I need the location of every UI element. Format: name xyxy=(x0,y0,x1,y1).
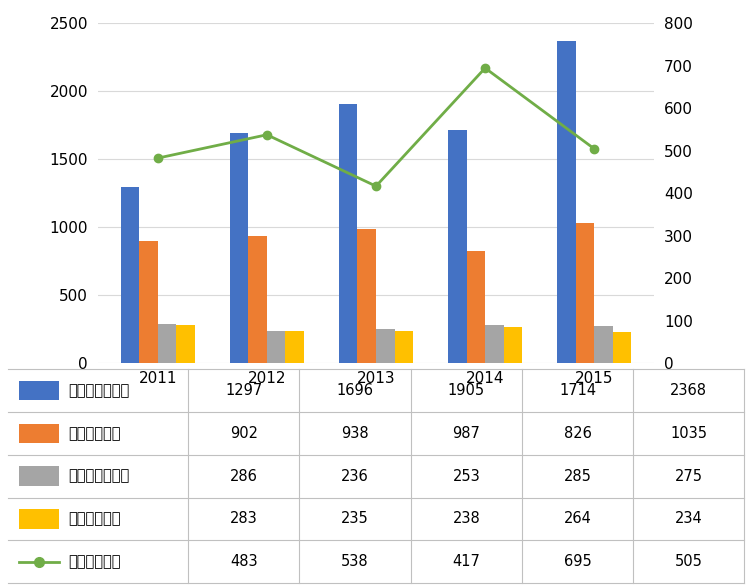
Text: 275: 275 xyxy=(675,469,703,483)
Bar xyxy=(267,331,286,363)
Bar xyxy=(19,381,59,400)
Text: 483: 483 xyxy=(230,554,257,569)
Text: 1297: 1297 xyxy=(225,383,262,398)
Text: 236: 236 xyxy=(341,469,369,483)
Text: 938: 938 xyxy=(341,426,368,441)
Text: 285: 285 xyxy=(563,469,592,483)
Bar xyxy=(485,325,504,363)
Text: 入院リハ単位数: 入院リハ単位数 xyxy=(68,383,129,398)
Bar xyxy=(357,229,376,363)
Bar xyxy=(466,251,485,363)
Text: 902: 902 xyxy=(229,426,258,441)
Bar xyxy=(176,325,195,363)
Bar xyxy=(557,42,576,363)
Bar xyxy=(339,104,357,363)
Text: 417: 417 xyxy=(453,554,481,569)
Text: 695: 695 xyxy=(564,554,591,569)
Text: 外来リハ単位数: 外来リハ単位数 xyxy=(68,469,129,483)
Bar xyxy=(248,236,267,363)
Bar xyxy=(120,187,139,363)
Bar xyxy=(376,329,395,363)
Text: 987: 987 xyxy=(453,426,481,441)
Bar xyxy=(576,223,594,363)
Bar xyxy=(230,133,248,363)
Text: 1714: 1714 xyxy=(559,383,596,398)
Text: 286: 286 xyxy=(230,469,258,483)
Bar xyxy=(158,325,176,363)
Text: 538: 538 xyxy=(341,554,368,569)
Text: 238: 238 xyxy=(453,512,481,526)
Bar xyxy=(19,466,59,486)
Text: 235: 235 xyxy=(341,512,369,526)
Bar xyxy=(139,241,158,363)
Bar xyxy=(395,331,413,363)
Text: 外来リハ件数: 外来リハ件数 xyxy=(68,512,120,526)
Text: 1035: 1035 xyxy=(670,426,708,441)
Text: 826: 826 xyxy=(563,426,592,441)
Bar xyxy=(448,130,466,363)
Text: 訪問リハ件数: 訪問リハ件数 xyxy=(68,554,120,569)
Text: 入院リハ件数: 入院リハ件数 xyxy=(68,426,120,441)
Text: 264: 264 xyxy=(563,512,592,526)
Bar xyxy=(19,509,59,529)
Text: 505: 505 xyxy=(675,554,703,569)
Text: 2368: 2368 xyxy=(670,383,708,398)
Text: 283: 283 xyxy=(230,512,258,526)
Text: 1905: 1905 xyxy=(447,383,485,398)
Text: 234: 234 xyxy=(675,512,702,526)
Bar xyxy=(504,328,522,363)
Text: 253: 253 xyxy=(453,469,481,483)
Bar xyxy=(594,326,613,363)
Bar xyxy=(286,331,304,363)
Bar xyxy=(613,332,632,363)
Bar xyxy=(19,424,59,443)
Text: 1696: 1696 xyxy=(336,383,374,398)
